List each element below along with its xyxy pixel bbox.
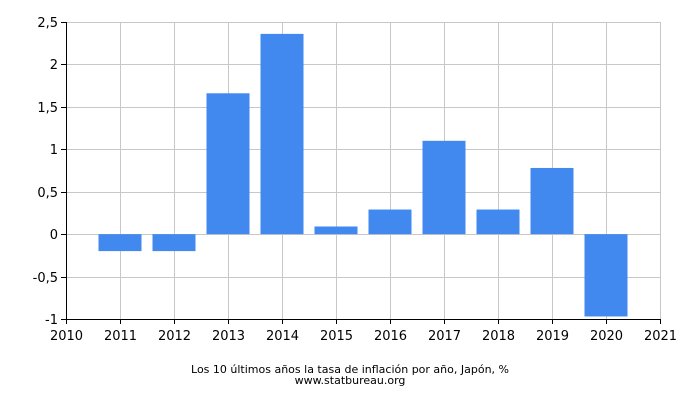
y-tick-label: 2 [50,58,58,73]
y-tick-label: 1 [50,143,58,158]
axes [61,22,661,324]
bar-2018 [476,209,520,235]
y-tick-label: 0,5 [37,186,58,201]
y-tick-label: 0 [50,228,58,243]
x-tick-label: 2011 [104,329,137,344]
x-tick-labels: 2010 2011 2012 2013 2014 2015 2016 2017 2018 2019… [50,329,677,344]
y-tick-label: -0,5 [33,271,58,286]
bar-2020 [584,234,628,317]
x-tick-label: 2013 [212,329,245,344]
source-link[interactable]: www.statbureau.org [294,374,406,387]
y-tick-labels: 2,5 2 1,5 1 0,5 0 -0,5 -1 [33,16,58,328]
x-tick-label: 2014 [266,329,299,344]
x-tick-label: 2012 [158,329,191,344]
x-tick-label: 2015 [320,329,353,344]
bar-2013 [206,93,250,235]
bar-2016 [368,209,412,235]
bar-2015 [314,226,358,235]
y-tick-label: 2,5 [37,16,58,31]
bar-2011 [98,234,142,252]
x-tick-label: 2020 [590,329,623,344]
bars [98,33,628,317]
bar-2017 [422,140,466,235]
x-tick-label: 2021 [644,329,677,344]
x-tick-label: 2017 [428,329,461,344]
bar-2019 [530,167,574,235]
bar-2012 [152,234,196,252]
y-tick-label: -1 [45,313,58,328]
x-tick-label: 2010 [50,329,83,344]
chart-caption: Los 10 últimos años la tasa de inflación… [191,363,509,376]
x-tick-label: 2018 [482,329,515,344]
bar-2014 [260,33,304,235]
y-tick-label: 1,5 [37,101,58,116]
x-tick-label: 2016 [374,329,407,344]
x-tick-label: 2019 [536,329,569,344]
